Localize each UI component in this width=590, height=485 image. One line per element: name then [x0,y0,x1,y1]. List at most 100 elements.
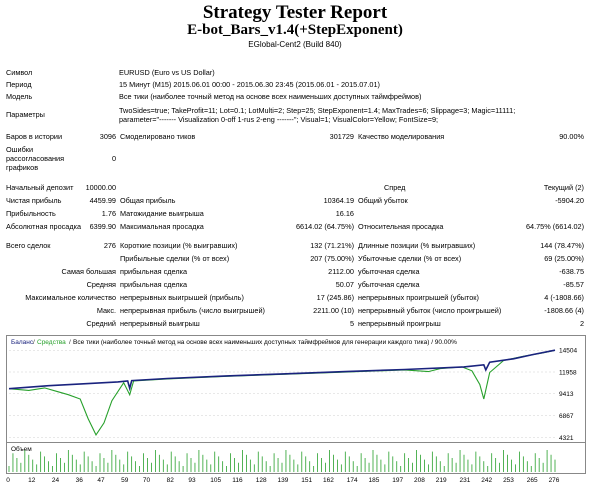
largest-profit-value: 2112.00 [328,267,354,276]
params-row: Параметры TwoSides=true; TakeProfit=11; … [0,106,590,124]
volume-chart-svg: Объем [8,445,556,472]
gross-loss-label: Общий убыток [358,196,408,205]
avg-cons-label: Средний [86,319,116,328]
volume-label: Объем [11,445,32,453]
symbol-label: Символ [6,68,33,77]
x-tick-label: 93 [188,477,196,484]
rel-dd-label: Относительная просадка [358,222,444,231]
bars-label: Баров в истории [6,132,63,141]
max-cons-wins-label: непрерывных выигрышей (прибыль) [120,293,244,302]
loss-trades-value: 69 (25.00%) [544,254,584,263]
legend-equity: Средства [37,339,66,346]
max-cons-profit-value: 2211.00 (10) [313,306,354,315]
gross-profit-label: Общая прибыль [120,196,176,205]
short-label: Короткие позиции (% выигравших) [120,241,238,250]
y-tick-label: 9413 [559,391,574,398]
x-tick-label: 265 [527,477,538,484]
x-tick-label: 36 [76,477,84,484]
trades-value: 276 [103,241,116,250]
balance-chart-svg: Баланс / Средства / Все тики (наиболее т… [8,338,577,442]
y-tick-label: 4321 [559,435,574,442]
x-tick-label: 116 [232,477,243,484]
gross-loss-value: -5904.20 [555,196,584,205]
spread-label: Спред [384,183,406,192]
avg-cons-win-value: 5 [349,319,354,328]
long-label: Длинные позиции (% выигравших) [358,241,476,250]
spread-value: Текущий (2) [543,183,584,192]
model-label: Модель [6,92,33,101]
net-label: Чистая прибыль [6,196,62,205]
x-tick-label: 185 [369,477,380,484]
x-tick-label: 24 [52,477,60,484]
x-axis: 0 12 24 36 47 59 70 82 93 105 116 128 139 151 162 174 18… [6,477,560,484]
bars-value: 3096 [99,132,116,141]
long-value: 144 (78.47%) [540,241,584,250]
errors-label-2: рассогласования [6,154,65,163]
errors-value: 0 [111,154,116,163]
period-label: Период [6,80,32,89]
trades-label: Всего сделок [6,241,51,250]
abs-dd-value: 6399.90 [89,222,116,231]
avg-loss-label: убыточная сделка [358,280,420,289]
y-tick-label: 11958 [559,369,577,376]
largest-label: Самая большая [61,267,116,276]
max-cons-wins-value: 17 (245.86) [316,293,354,302]
average-label: Средняя [86,280,116,289]
quality-label: Качество моделирования [358,132,445,141]
avg-cons-loss-value: 2 [579,319,584,328]
deposit-label: Начальный депозит [6,183,74,192]
gross-profit-value: 10364.19 [323,196,354,205]
y-tick-label: 6867 [559,413,574,420]
x-tick-label: 139 [278,477,289,484]
model-value: Все тики (наиболее точный метод на основ… [119,92,422,101]
legend-description: Все тики (наиболее точный метод на основ… [73,338,457,346]
profit-trades-value: 207 (75.00%) [310,254,354,263]
avg-profit-label: прибыльная сделка [120,280,188,289]
errors-label-3: графиков [6,163,39,172]
x-tick-label: 276 [549,477,560,484]
expert-name: E-bot_Bars_v1.4(+StepExponent) [187,22,403,38]
ticks-label: Смоделировано тиков [120,132,196,141]
x-tick-label: 70 [143,477,151,484]
avg-cons-win-label: непрерывный выигрыш [120,319,200,328]
ticks-value: 301729 [329,132,354,141]
max-dd-value: 6614.02 (64.75%) [295,222,354,231]
largest-loss-value: -638.75 [559,267,584,276]
pf-value: 1.76 [101,209,116,218]
errors-row: Ошибки рассогласования графиков 0 [0,145,590,173]
balance-chart: Баланс / Средства / Все тики (наиболее т… [6,335,586,443]
max-cons-loss-label: непрерывный убыток (число проигрышей) [358,306,502,315]
params-line-1: TwoSides=true; TakeProfit=11; Lot=0.1; L… [119,106,516,115]
abs-dd-label: Абсолютная просадка [6,222,82,231]
max-dd-label: Максимальная просадка [120,222,204,231]
deposit-value: 10000.00 [85,183,116,192]
net-value: 4459.99 [89,196,116,205]
x-tick-label: 162 [323,477,334,484]
x-tick-label: 219 [436,477,447,484]
x-tick-label: 128 [256,477,267,484]
x-tick-label: 151 [301,477,312,484]
x-tick-label: 82 [167,477,175,484]
balance-line [8,349,556,392]
max-label: Макс. [96,306,116,315]
avg-loss-value: -85.57 [563,280,584,289]
short-value: 132 (71.21%) [310,241,354,250]
largest-profit-label: прибыльная сделка [120,267,188,276]
legend-separator: / [33,339,35,346]
avg-cons-loss-label: непрерывный проигрыш [358,319,441,328]
y-tick-label: 14504 [559,348,577,355]
max-cons-profit-label: непрерывная прибыль (число выигрышей) [120,306,265,315]
symbol-value: EURUSD (Euro vs US Dollar) [119,68,215,77]
x-tick-label: 174 [347,477,358,484]
quality-value: 90.00% [559,132,584,141]
x-tick-label: 105 [210,477,221,484]
x-tick-label: 208 [414,477,425,484]
largest-loss-label: убыточная сделка [358,267,420,276]
exp-value: 16.16 [335,209,354,218]
x-tick-label: 0 [6,477,10,484]
max-count-label: Максимальное количество [25,293,116,302]
profit-trades-label: Прибыльные сделки (% от всех) [120,254,230,263]
volume-chart: Объем [6,442,586,474]
broker-build: EGlobal-Cent2 (Build 840) [248,40,342,49]
x-tick-label: 59 [121,477,129,484]
